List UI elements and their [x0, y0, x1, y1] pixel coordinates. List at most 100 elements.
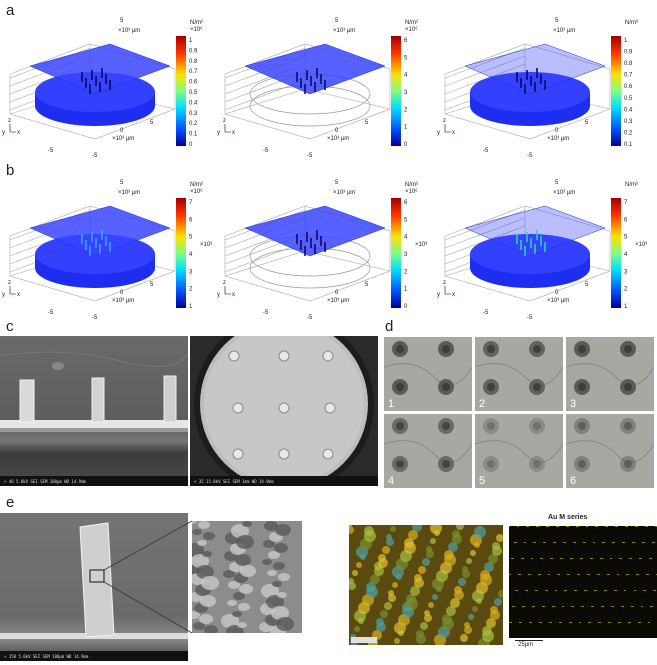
substrate-disk-top: [470, 72, 590, 112]
colorbar-unit: N/m²: [625, 182, 638, 188]
colorbar-gradient: [391, 198, 401, 308]
svg-text:z: z: [8, 280, 11, 286]
pillar-imprint: [483, 418, 499, 434]
sem-surface-svg: [192, 521, 294, 633]
axis-tick: -5: [307, 153, 313, 159]
colorbar-svg: N/m² 1 0.9 0.8 0.7 0.6 0.5 0.4 0.3 0.2 0.1: [611, 20, 638, 148]
colorbar-tick: 0.5: [624, 96, 633, 102]
colorbar-tick: 1: [404, 287, 408, 293]
axis-unit: ×10³ μm: [553, 190, 575, 196]
panel-label-b: b: [6, 162, 15, 179]
axis-tick: 5: [585, 120, 589, 126]
pillar-imprint: [483, 456, 499, 472]
sem-pillars-top: × 35 15.0kV SEI SEM 1mm WD 14.9mm: [190, 336, 378, 486]
sem-single-pillar: × 150 5.0kV SEI SEM 100μm WD 14.9mm: [0, 513, 188, 661]
colorbar-tick: 0.2: [189, 121, 198, 127]
colorbar-tick: 3: [624, 269, 628, 275]
colorbar-tick: 6: [404, 38, 408, 44]
membrane-sheet: [29, 43, 171, 95]
svg-text:x: x: [232, 130, 235, 136]
colorbar-tick: 6: [404, 200, 408, 206]
colorbar: N/m² 1 0.9 0.8 0.7 0.6 0.5 0.4 0.3 0.2 0.1: [603, 18, 649, 155]
optical-svg: 5: [475, 418, 563, 487]
colorbar-unit: N/m²: [190, 20, 203, 26]
colorbar-exponent: ×10⁶: [190, 26, 203, 33]
pillar-array: [81, 230, 111, 256]
panel-label-a: a: [6, 2, 15, 19]
colorbar-tick: 7: [624, 200, 628, 206]
colorbar-tick: 0.2: [624, 130, 633, 136]
colorbar-tick: 0.9: [189, 48, 198, 54]
axis-tick: -5: [307, 315, 313, 321]
axis-tick: 5: [555, 180, 559, 186]
axis-unit: ×10³ μm: [547, 298, 569, 304]
simulation-plot: 5 ×10³ μm 5 0 ×10³ μm -5 -5 y z x: [435, 176, 645, 326]
colorbar: N/m² ×10⁶ 6 5 4 3 2 1 0: [383, 18, 429, 155]
sem-pillars-side: × 40 5.0kV SEI SEM 100μm WD 14.9mm: [0, 336, 188, 486]
colorbar-tick: 2: [189, 287, 193, 293]
pillar-imprint: [529, 456, 545, 472]
pillar-imprint: [529, 418, 545, 434]
colorbar-exponent: ×10⁶: [405, 26, 418, 33]
pillar-array: [81, 68, 111, 94]
colorbar-gradient: [611, 198, 621, 308]
colorbar-unit: N/m²: [625, 20, 638, 26]
colorbar-tick: 0.6: [189, 80, 198, 86]
scale-bar-label: 25μm: [518, 642, 534, 648]
au-element-map: [509, 526, 657, 638]
simulation-plot: 5 ×10³ μm 5 0 ×10³ μm -5 -5 y z x: [0, 14, 210, 164]
axis-tick: -5: [92, 315, 98, 321]
svg-text:y: y: [217, 292, 220, 298]
axis-tick: -5: [48, 148, 54, 154]
axis-unit: ×10³ μm: [327, 136, 349, 142]
colorbar-tick: 6: [189, 217, 193, 223]
micrograph-number: 3: [570, 398, 576, 410]
membrane-sheet: [244, 205, 386, 257]
sem-top-svg: [194, 336, 374, 486]
axis-unit: ×10³ μm: [112, 136, 134, 142]
micrograph-number: 4: [388, 475, 394, 487]
colorbar-tick: 0.1: [624, 142, 633, 148]
axis-tick: -5: [263, 148, 269, 154]
colorbar: N/m² ×10⁶ 7 6 5 4 3 2 1 ×10³: [168, 180, 214, 317]
colorbar-tick: 0.3: [624, 119, 633, 125]
axis-tick: 5: [335, 180, 339, 186]
colorbar-tick: 7: [189, 200, 193, 206]
colorbar-tick: 0.8: [189, 59, 198, 65]
colorbar-svg: N/m²×10⁶ 6 5 4 3 2 1 0 ×10³: [391, 182, 427, 310]
simulation-plot: 5 ×10³ μm 5 0 ×10³ μm -5 -5 y z x: [215, 176, 425, 326]
colorbar-tick: 5: [624, 235, 628, 241]
sem-surface-zoom: [192, 521, 302, 633]
sem-info-bar: × 40 5.0kV SEI SEM 100μm WD 14.9mm: [0, 476, 188, 486]
simulation-svg: 5 ×10³ μm 5 0 ×10³ μm -5 -5 yzx: [2, 18, 176, 159]
optical-micrograph: 2: [475, 337, 563, 411]
panel-label-e: e: [6, 494, 15, 511]
svg-text:y: y: [2, 130, 5, 136]
optical-svg: 4: [384, 418, 472, 487]
axes-triad-icon: yzx: [2, 118, 20, 136]
colorbar-tick: 0.5: [189, 90, 198, 96]
axis-tick: 0: [335, 290, 339, 296]
colorbar-gradient: [391, 36, 401, 146]
colorbar-tick: 4: [189, 252, 193, 258]
colorbar-tick: 2: [624, 287, 628, 293]
membrane-sheet: [464, 205, 606, 257]
colorbar-tick: 6: [624, 217, 628, 223]
colorbar-unit: N/m²: [405, 20, 418, 26]
svg-text:x: x: [17, 130, 20, 136]
colorbar-tick: 0.7: [624, 73, 633, 79]
axes-triad-icon: yzx: [217, 118, 235, 136]
axis-tick: -5: [483, 148, 489, 154]
axis-tick: 0: [120, 128, 124, 134]
eds-legend: [351, 637, 377, 643]
axes-triad-icon: yzx: [437, 118, 455, 136]
simulation-svg: 5 ×10³ μm 5 0 ×10³ μm -5 -5 yzx: [217, 18, 391, 159]
colorbar-tick: 3: [404, 90, 408, 96]
membrane-sheet: [29, 205, 171, 257]
sem-info-text: × 40 5.0kV SEI SEM 100μm WD 14.9mm: [4, 479, 86, 484]
pillar-array: [296, 230, 326, 256]
au-map-title: Au M series: [548, 514, 588, 521]
membrane-sheet: [464, 43, 606, 95]
optical-micrograph: 3: [566, 337, 654, 411]
pillar-array: [296, 68, 326, 94]
